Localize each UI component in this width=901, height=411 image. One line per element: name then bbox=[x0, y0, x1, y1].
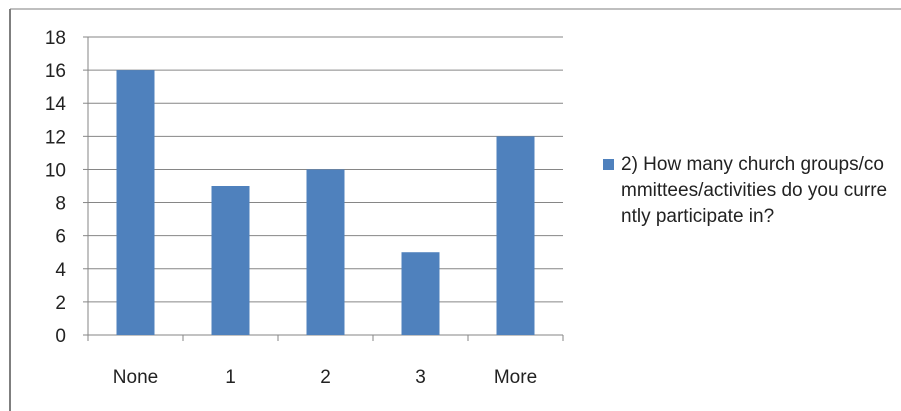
x-tick-label: None bbox=[113, 367, 158, 388]
bar-1 bbox=[211, 186, 250, 335]
chart-frame bbox=[9, 8, 901, 411]
y-tick-label: 14 bbox=[45, 94, 67, 115]
y-tick-label: 18 bbox=[45, 28, 66, 49]
y-tick-label: 6 bbox=[55, 227, 66, 248]
bar-none bbox=[116, 70, 155, 335]
y-tick-label: 0 bbox=[55, 326, 66, 347]
legend: 2) How many church groups/committees/act… bbox=[603, 152, 893, 230]
y-tick-label: 2 bbox=[55, 293, 66, 314]
bars bbox=[116, 70, 535, 335]
bar-more bbox=[496, 136, 535, 335]
bar-3 bbox=[401, 252, 440, 335]
x-tick-label: 3 bbox=[415, 367, 426, 388]
legend-swatch bbox=[603, 159, 614, 170]
x-tick-label: More bbox=[494, 367, 537, 388]
y-tick-label: 16 bbox=[45, 61, 66, 82]
x-tick-label: 1 bbox=[225, 367, 236, 388]
y-tick-label: 12 bbox=[45, 127, 66, 148]
bar-2 bbox=[306, 169, 345, 335]
x-tick-label: 2 bbox=[320, 367, 331, 388]
y-tick-label: 8 bbox=[55, 194, 66, 215]
y-tick-label: 10 bbox=[45, 160, 66, 181]
axes bbox=[83, 36, 564, 341]
legend-entry-label: 2) How many church groups/committees/act… bbox=[621, 154, 888, 227]
y-tick-label: 4 bbox=[55, 260, 66, 281]
